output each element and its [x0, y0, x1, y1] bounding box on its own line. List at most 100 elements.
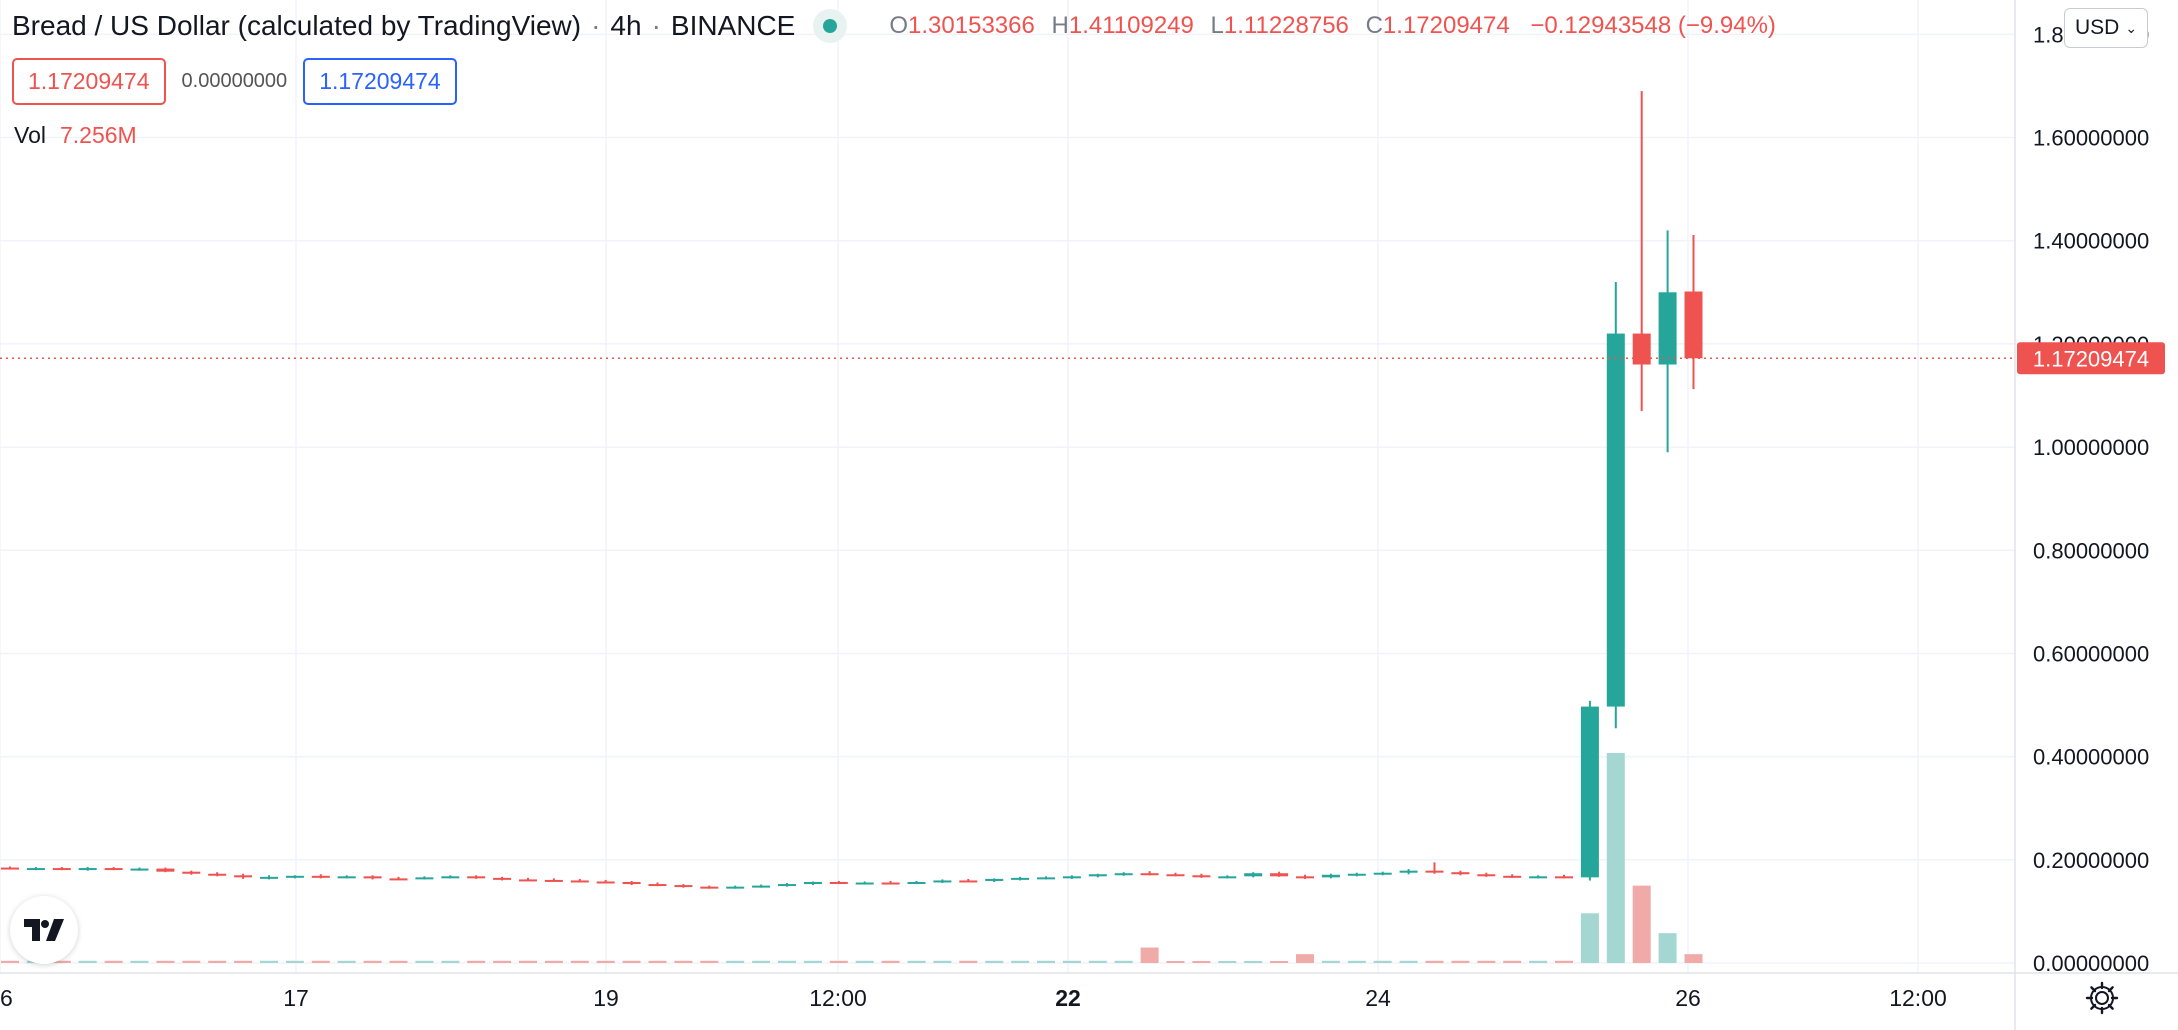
candle-body [1632, 333, 1651, 365]
candle-body [752, 885, 771, 888]
change-value: −0.12943548 (−9.94%) [1530, 12, 1776, 39]
volume-bar [1270, 961, 1289, 963]
candle-body [1477, 874, 1496, 877]
candle-body [1011, 877, 1030, 880]
tradingview-logo-icon[interactable] [10, 896, 78, 964]
volume-bar [1140, 947, 1159, 963]
volume-bar [648, 960, 667, 963]
candle-body [1270, 873, 1289, 877]
volume-bar [907, 960, 926, 963]
y-tick-label: 0.60000000 [2033, 641, 2149, 666]
volume-bar [52, 960, 71, 963]
volume-bar [1632, 885, 1651, 963]
volume-bar [1684, 954, 1703, 963]
low-label: L [1210, 12, 1224, 39]
candle-body [52, 868, 71, 871]
candle-body [778, 884, 796, 887]
gear-icon[interactable] [2084, 980, 2120, 1016]
candle-body [1062, 876, 1081, 879]
volume-bar [881, 960, 900, 963]
volume-bar [933, 960, 952, 963]
y-tick-label: 1.00000000 [2033, 435, 2149, 460]
candle-body [959, 880, 978, 883]
x-tick-label: 12:00 [809, 985, 867, 1011]
volume-bar [855, 960, 874, 963]
market-status-icon[interactable] [813, 9, 848, 43]
volume-bar [260, 960, 278, 963]
candle-body [1555, 876, 1573, 879]
candle-body [829, 881, 848, 884]
candle-body [855, 882, 874, 885]
y-tick-label: 1.60000000 [2033, 126, 2149, 151]
candle-body [1684, 291, 1703, 359]
candle-body [881, 882, 900, 885]
candle-body [544, 879, 563, 882]
candle-body [1114, 873, 1133, 876]
candle-body [1321, 874, 1340, 878]
y-tick-label: 1.40000000 [2033, 229, 2149, 254]
x-tick-label: 26 [1675, 985, 1701, 1011]
candle-body [363, 876, 382, 879]
candle-body [1166, 874, 1185, 877]
candle-body [441, 876, 460, 879]
candle-body [208, 873, 227, 876]
candle-body [1373, 872, 1392, 875]
candle-body [1580, 706, 1599, 878]
volume-bar [1114, 960, 1133, 963]
candle-body [674, 885, 693, 888]
candle-body [1037, 877, 1055, 880]
candle-body [519, 879, 537, 882]
interval-label[interactable]: 4h [610, 10, 642, 41]
candle-body [1658, 292, 1677, 365]
chart-grid [0, 0, 2015, 973]
volume-bar [1477, 960, 1496, 963]
candle-body [1503, 875, 1522, 878]
volume-bar [752, 960, 771, 963]
volume-bar [78, 960, 97, 963]
volume-bar [674, 960, 693, 963]
candle-body [726, 886, 745, 889]
y-tick-label: 0.40000000 [2033, 745, 2149, 770]
volume-bar [1088, 960, 1107, 963]
candle-body [104, 868, 123, 871]
candle-body [803, 881, 822, 885]
exchange-label: BINANCE [670, 10, 796, 41]
candle-body [1529, 876, 1548, 879]
time-axis[interactable]: 16 17 19 12:00 22 24 26 12:00 [0, 985, 1947, 1011]
symbol-title[interactable]: Bread / US Dollar (calculated by Trading… [12, 10, 582, 41]
x-tick-label: 24 [1365, 985, 1391, 1011]
candle-body [234, 875, 253, 878]
volume-bar [1347, 960, 1366, 963]
candle-body [78, 868, 97, 871]
volume-bar [829, 960, 848, 963]
candle-body [907, 881, 926, 884]
volume-legend: Vol 7.256M [14, 122, 137, 149]
volume-bar [182, 960, 201, 963]
volume-label[interactable]: Vol [14, 122, 46, 148]
close-label: C [1365, 12, 1383, 39]
x-tick-label: 22 [1055, 985, 1081, 1011]
volume-bar [234, 960, 253, 963]
volume-bar [959, 960, 978, 963]
volume-bar [985, 960, 1004, 963]
chevron-down-icon: ⌄ [2125, 19, 2138, 36]
volume-bar [285, 960, 304, 963]
volume-bar [1166, 961, 1185, 963]
volume-bar [415, 960, 434, 963]
close-value: 1.17209474 [1382, 12, 1510, 39]
candle-body [493, 877, 512, 880]
volume-bar [1425, 960, 1444, 963]
sell-button[interactable]: 1.17209474 [12, 58, 166, 105]
currency-button[interactable]: USD ⌄ [2064, 8, 2149, 48]
candle-body [182, 871, 201, 874]
open-label: O [889, 12, 909, 39]
candle-body [622, 881, 641, 885]
candle-body [285, 875, 304, 878]
buy-button[interactable]: 1.17209474 [303, 58, 457, 105]
x-tick-label: 17 [283, 985, 309, 1011]
volume-bar [1451, 960, 1470, 963]
candle-body [985, 878, 1004, 881]
candle-body [1, 867, 19, 870]
candle-body [260, 876, 278, 879]
